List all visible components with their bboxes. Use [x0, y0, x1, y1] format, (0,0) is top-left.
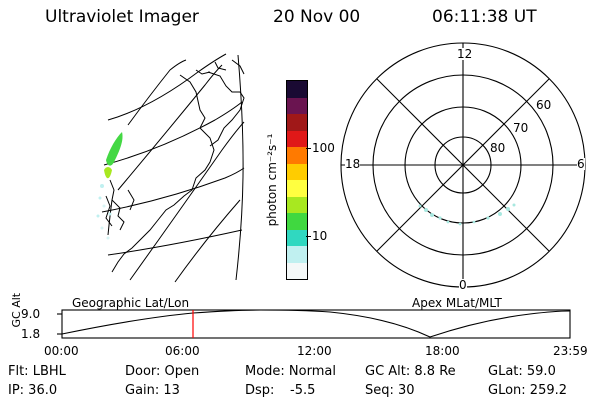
info-glat: GLat: 59.0	[488, 364, 556, 379]
colorbar-tick-mark	[306, 148, 311, 149]
timeline-x-tick-2: 12:00	[297, 344, 332, 358]
info-ip: IP: 36.0	[8, 383, 58, 398]
colorbar-swatch	[287, 81, 307, 98]
timeline-x-tick-1: 06:00	[165, 344, 200, 358]
observation-date: 20 Nov 00	[273, 7, 361, 27]
colorbar-swatch	[287, 246, 307, 263]
mlt-label-left: 18	[345, 157, 361, 171]
aurora-emission	[96, 132, 123, 240]
colorbar-swatch	[287, 229, 307, 246]
colorbar-swatch	[287, 97, 307, 114]
mlt-label-right: 6	[577, 157, 585, 171]
info-filter: Flt: LBHL	[8, 364, 66, 379]
colorbar-tick-100: 100	[312, 141, 335, 155]
colorbar-swatch	[287, 213, 307, 230]
timeline-x-tick-4: 23:59	[553, 344, 588, 358]
colorbar-swatch	[287, 130, 307, 147]
timeline-left-title: Geographic Lat/Lon	[72, 296, 190, 310]
coastlines	[105, 59, 245, 273]
colorbar-swatch	[287, 114, 307, 131]
timeline-x-tick-0: 00:00	[44, 344, 79, 358]
colorbar-tick-mark	[306, 236, 311, 237]
colorbar	[286, 80, 308, 280]
colorbar-swatch	[287, 196, 307, 213]
info-door: Door: Open	[125, 364, 200, 379]
mlt-label-top: 12	[456, 47, 474, 61]
info-gc-alt: GC Alt: 8.8 Re	[365, 364, 456, 379]
globe-grid	[101, 53, 245, 283]
timeline-x-tick-3: 18:00	[425, 344, 460, 358]
colorbar-tick-10: 10	[312, 229, 328, 243]
polar-aurora-faint	[418, 203, 516, 226]
instrument-title: Ultraviolet Imager	[45, 7, 199, 27]
info-mode: Mode: Normal	[245, 364, 336, 379]
colorbar-unit-label: photon cm⁻²s⁻¹	[265, 133, 279, 227]
geographic-image-panel	[96, 53, 245, 283]
info-seq: Seq: 30	[365, 383, 415, 398]
lat-label-70: 70	[513, 121, 529, 135]
timeline-y-tick-min: 1.8	[21, 327, 41, 341]
info-dsp-value: -5.5	[290, 383, 316, 398]
info-dsp-label: Dsp:	[245, 383, 275, 398]
timeline-y-tick-max: 9.0	[21, 307, 41, 321]
lat-label-60: 60	[536, 98, 552, 112]
lat-label-80: 80	[490, 141, 506, 155]
info-glon: GLon: 259.2	[488, 383, 568, 398]
colorbar-swatch	[287, 180, 307, 197]
observation-time: 06:11:38 UT	[432, 7, 537, 27]
colorbar-swatch	[287, 147, 307, 164]
colorbar-swatch	[287, 163, 307, 180]
info-gain: Gain: 13	[125, 383, 180, 398]
mlt-label-bottom: 0	[459, 278, 467, 292]
colorbar-swatch	[287, 262, 307, 279]
timeline-right-title: Apex MLat/MLT	[412, 296, 502, 310]
